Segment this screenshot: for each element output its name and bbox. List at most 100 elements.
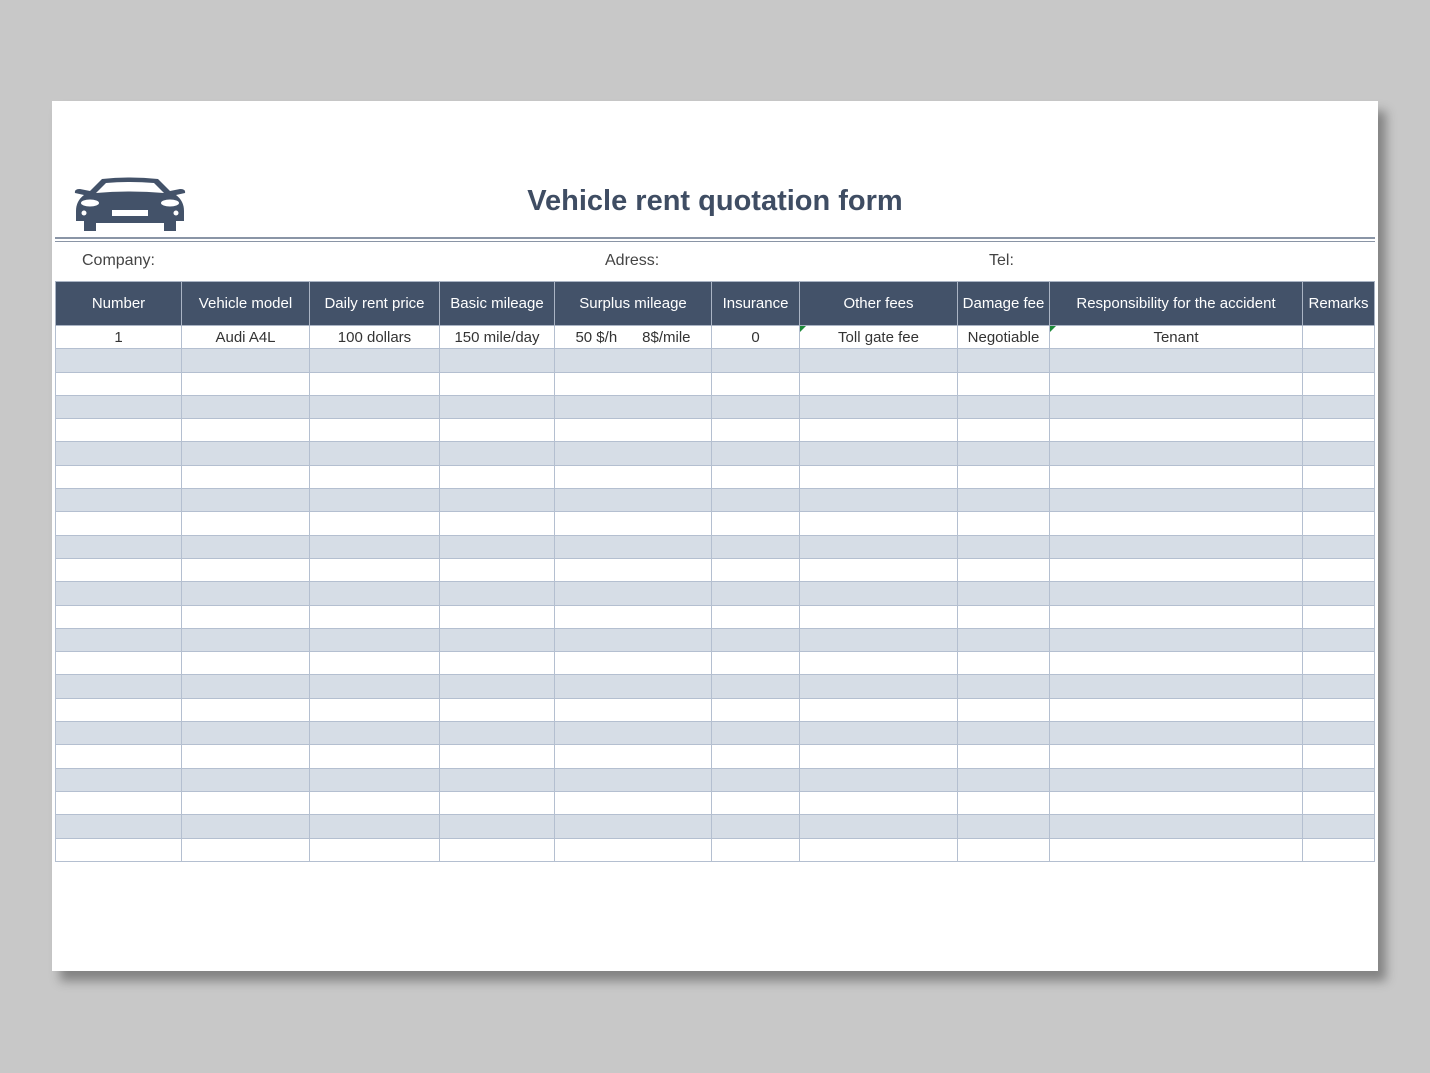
table-cell[interactable] (554, 511, 712, 536)
table-cell[interactable] (55, 627, 182, 653)
column-header[interactable]: Remarks (1302, 281, 1375, 326)
table-cell[interactable] (554, 767, 712, 792)
table-cell[interactable]: 150 mile/day (439, 324, 555, 350)
table-cell[interactable] (55, 697, 182, 723)
table-cell[interactable] (1049, 814, 1303, 839)
table-cell[interactable] (309, 464, 440, 490)
table-cell[interactable] (799, 371, 958, 396)
table-cell[interactable] (439, 348, 555, 373)
column-header[interactable]: Insurance (711, 281, 800, 326)
table-cell[interactable] (55, 511, 182, 536)
table-cell[interactable] (55, 394, 182, 420)
table-cell[interactable] (554, 790, 712, 816)
table-cell[interactable] (181, 394, 310, 420)
table-cell[interactable] (181, 674, 310, 699)
table-cell[interactable] (55, 767, 182, 792)
table-cell[interactable] (554, 721, 712, 746)
table-cell[interactable] (181, 371, 310, 396)
table-cell[interactable] (439, 790, 555, 816)
table-cell[interactable] (439, 814, 555, 839)
table-cell[interactable] (1302, 371, 1375, 396)
table-cell[interactable] (1302, 488, 1375, 513)
table-cell[interactable] (711, 581, 800, 606)
table-cell[interactable] (55, 371, 182, 396)
table-cell[interactable] (309, 418, 440, 443)
table-cell[interactable] (799, 557, 958, 583)
table-cell[interactable] (439, 488, 555, 513)
table-cell[interactable] (1302, 790, 1375, 816)
table-cell[interactable] (711, 488, 800, 513)
column-header[interactable]: Damage fee (957, 281, 1050, 326)
table-cell[interactable] (799, 674, 958, 699)
table-cell[interactable] (309, 651, 440, 676)
table-cell[interactable] (1049, 721, 1303, 746)
table-cell[interactable]: Toll gate fee (799, 324, 958, 350)
table-cell[interactable] (1302, 627, 1375, 653)
table-cell[interactable] (957, 697, 1050, 723)
table-cell[interactable] (439, 418, 555, 443)
table-cell[interactable] (55, 744, 182, 769)
table-cell[interactable]: Tenant (1049, 324, 1303, 350)
table-cell[interactable] (181, 534, 310, 559)
table-cell[interactable] (711, 534, 800, 559)
table-cell[interactable] (1302, 557, 1375, 583)
table-cell[interactable] (55, 814, 182, 839)
table-cell[interactable] (309, 744, 440, 769)
table-cell[interactable] (439, 394, 555, 420)
table-cell[interactable] (957, 557, 1050, 583)
table-cell[interactable] (711, 348, 800, 373)
table-cell[interactable] (181, 627, 310, 653)
table-cell[interactable] (309, 534, 440, 559)
table-cell[interactable] (1049, 394, 1303, 420)
table-cell[interactable] (554, 371, 712, 396)
table-cell[interactable] (554, 441, 712, 466)
table-cell[interactable] (1049, 418, 1303, 443)
table-cell[interactable] (181, 557, 310, 583)
table-cell[interactable] (55, 674, 182, 699)
table-cell[interactable] (1049, 790, 1303, 816)
table-cell[interactable] (1302, 837, 1375, 862)
table-cell[interactable] (309, 557, 440, 583)
table-cell[interactable] (799, 534, 958, 559)
column-header[interactable]: Vehicle model (181, 281, 310, 326)
table-cell[interactable] (181, 418, 310, 443)
table-cell[interactable] (55, 348, 182, 373)
table-cell[interactable] (309, 371, 440, 396)
table-cell[interactable] (799, 697, 958, 723)
table-cell[interactable] (1302, 394, 1375, 420)
table-cell[interactable] (554, 581, 712, 606)
table-cell[interactable] (309, 581, 440, 606)
table-cell[interactable] (554, 557, 712, 583)
table-cell[interactable] (711, 511, 800, 536)
table-cell[interactable] (957, 441, 1050, 466)
table-cell[interactable] (799, 814, 958, 839)
table-cell[interactable] (1049, 767, 1303, 792)
table-cell[interactable] (439, 837, 555, 862)
table-cell[interactable] (711, 557, 800, 583)
table-cell[interactable] (957, 744, 1050, 769)
table-cell[interactable] (1049, 557, 1303, 583)
table-cell[interactable] (1049, 348, 1303, 373)
table-cell[interactable]: Negotiable (957, 324, 1050, 350)
table-cell[interactable]: 1 (55, 324, 182, 350)
table-cell[interactable] (181, 581, 310, 606)
table-cell[interactable] (711, 767, 800, 792)
table-cell[interactable] (799, 418, 958, 443)
table-cell[interactable] (554, 394, 712, 420)
table-cell[interactable] (309, 394, 440, 420)
table-cell[interactable] (439, 674, 555, 699)
column-header[interactable]: Number (55, 281, 182, 326)
table-cell[interactable] (181, 744, 310, 769)
table-cell[interactable] (554, 348, 712, 373)
table-cell[interactable] (439, 721, 555, 746)
table-cell[interactable] (1302, 464, 1375, 490)
table-cell[interactable] (1302, 651, 1375, 676)
table-cell[interactable] (181, 651, 310, 676)
table-cell[interactable] (957, 674, 1050, 699)
table-cell[interactable] (957, 348, 1050, 373)
table-cell[interactable] (799, 581, 958, 606)
table-cell[interactable] (181, 348, 310, 373)
table-cell[interactable] (55, 837, 182, 862)
table-cell[interactable] (181, 441, 310, 466)
table-cell[interactable] (711, 627, 800, 653)
